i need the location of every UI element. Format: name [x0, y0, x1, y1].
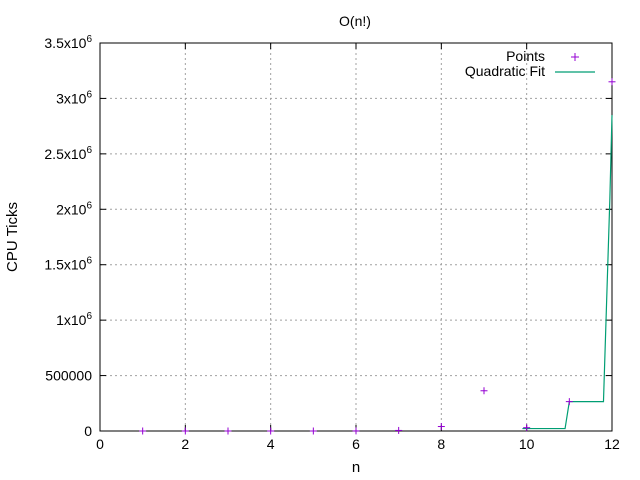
- x-tick-label: 8: [437, 436, 445, 452]
- x-tick-label: 4: [267, 436, 275, 452]
- chart-title: O(n!): [339, 13, 371, 29]
- legend-label-points: Points: [506, 48, 545, 64]
- y-tick-label: 3.5x106: [44, 34, 92, 51]
- data-point: [352, 427, 360, 435]
- data-point: [608, 78, 616, 86]
- legend-label-quadratic-fit: Quadratic Fit: [465, 63, 545, 79]
- data-point: [523, 424, 531, 432]
- legend: Points Quadratic Fit: [465, 48, 595, 79]
- legend-marker-points: [571, 53, 579, 61]
- data-point: [139, 427, 147, 435]
- data-point: [224, 427, 232, 435]
- x-tick-label: 12: [604, 436, 620, 452]
- x-tick-label: 10: [519, 436, 535, 452]
- y-tick-label: 1x106: [56, 311, 92, 328]
- data-point: [565, 398, 573, 406]
- y-tick-label: 2x106: [56, 200, 92, 217]
- series-quadratic-fit: [522, 115, 613, 430]
- data-point: [309, 427, 317, 435]
- y-axis-label: CPU Ticks: [4, 202, 21, 272]
- y-tick-label: 500000: [45, 368, 92, 384]
- y-axis: 0 500000 1x106 1.5x106 2x106 2.5x106 3x106 3.5x…: [44, 34, 612, 439]
- data-point: [395, 426, 403, 434]
- x-tick-label: 6: [352, 436, 360, 452]
- data-point: [181, 427, 189, 435]
- series-points: [139, 78, 616, 435]
- data-point: [437, 423, 445, 431]
- plot-frame: [99, 42, 613, 432]
- y-tick-label: 1.5x106: [44, 256, 92, 273]
- fit-line: [522, 115, 613, 430]
- data-point: [267, 427, 275, 435]
- x-tick-label: 2: [181, 436, 189, 452]
- y-tick-label: 2.5x106: [44, 145, 92, 162]
- y-tick-label: 3x106: [56, 89, 92, 106]
- y-tick-label: 0: [84, 423, 92, 439]
- data-point: [480, 387, 488, 395]
- x-axis-label: n: [352, 459, 360, 476]
- grid: [100, 43, 612, 431]
- x-tick-label: 0: [96, 436, 104, 452]
- x-axis: 0 2 4 6 8 10 12: [96, 43, 620, 452]
